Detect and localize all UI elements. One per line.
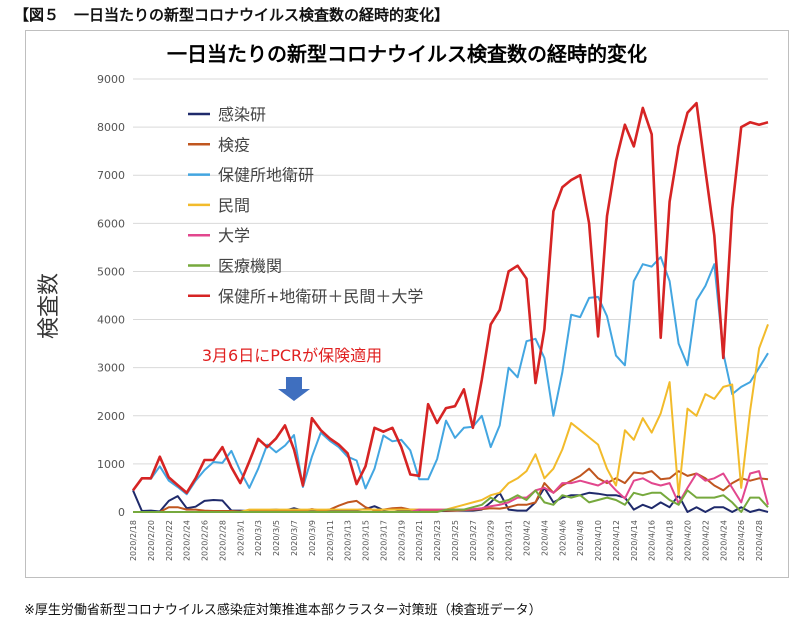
annotation-text: 3月6日にPCRが保険適用 — [202, 346, 382, 365]
y-tick-label: 8000 — [97, 121, 125, 134]
chart-title: 一日当たりの新型コロナウイルス検査数の経時的変化 — [167, 42, 647, 66]
series-line-5 — [133, 489, 769, 513]
x-tick-label: 2020/3/31 — [505, 520, 514, 561]
x-tick-label: 2020/2/18 — [129, 520, 138, 561]
x-tick-label: 2020/2/28 — [218, 520, 227, 561]
y-tick-label: 2000 — [97, 410, 125, 423]
x-tick-label: 2020/3/15 — [362, 520, 371, 561]
x-tick-label: 2020/3/29 — [487, 520, 496, 561]
x-tick-label: 2020/4/10 — [594, 520, 603, 561]
x-tick-label: 2020/4/24 — [719, 520, 728, 561]
y-tick-label: 4000 — [97, 314, 125, 327]
series-line-2 — [132, 256, 769, 496]
x-tick-label: 2020/3/25 — [451, 520, 460, 561]
x-tick-label: 2020/4/18 — [666, 520, 675, 561]
series-lines — [131, 101, 769, 513]
legend-label: 検疫 — [218, 135, 250, 154]
x-tick-label: 2020/3/19 — [397, 520, 406, 561]
grid — [133, 78, 768, 513]
legend-label: 民間 — [218, 196, 250, 215]
y-tick-labels: 0 1000 2000 3000 4000 5000 6000 7000 8000 9000 — [97, 73, 125, 519]
x-tick-label: 2020/3/5 — [272, 520, 281, 556]
x-tick-label: 2020/3/23 — [433, 520, 442, 561]
x-tick-label: 2020/4/4 — [540, 520, 549, 556]
legend-label: 保健所+地衛研＋民間＋大学 — [218, 287, 423, 306]
chart-frame: 一日当たりの新型コロナウイルス検査数の経時的変化 検査数 0 1000 2000 30… — [25, 30, 789, 578]
x-tick-label: 2020/2/26 — [201, 520, 210, 561]
x-tick-label: 2020/2/24 — [183, 520, 192, 561]
chart: 一日当たりの新型コロナウイルス検査数の経時的変化 検査数 0 1000 2000 30… — [37, 42, 769, 561]
annotation: 3月6日にPCRが保険適用 — [202, 346, 382, 401]
x-tick-label: 2020/3/9 — [308, 520, 317, 556]
x-tick-label: 2020/4/8 — [576, 520, 585, 556]
x-tick-label: 2020/4/22 — [701, 520, 710, 561]
x-tick-label: 2020/4/12 — [612, 520, 621, 561]
x-tick-label: 2020/3/11 — [326, 520, 335, 561]
y-tick-label: 7000 — [97, 169, 125, 182]
x-tick-label: 2020/3/17 — [379, 520, 388, 561]
legend-label: 感染研 — [218, 105, 266, 124]
x-tick-label: 2020/3/21 — [415, 520, 424, 561]
x-tick-labels: 2020/2/18 2020/2/20 2020/2/22 2020/2/24 2020… — [129, 520, 764, 561]
legend-label: 医療機関 — [218, 257, 282, 276]
x-tick-label: 2020/4/20 — [684, 520, 693, 561]
y-tick-label: 1000 — [97, 458, 125, 471]
y-tick-label: 6000 — [97, 217, 125, 230]
x-tick-label: 2020/3/27 — [469, 520, 478, 561]
source-note: ※厚生労働省新型コロナウイルス感染症対策推進本部クラスター対策班（検査班データ） — [24, 603, 542, 618]
y-tick-label: 5000 — [97, 265, 125, 278]
annotation-arrow — [277, 377, 310, 401]
y-axis-label: 検査数 — [37, 273, 62, 339]
legend-label: 保健所地衛研 — [218, 166, 314, 185]
y-tick-label: 9000 — [97, 73, 125, 86]
y-tick-label: 3000 — [97, 362, 125, 375]
x-tick-label: 2020/4/28 — [755, 520, 764, 561]
x-tick-label: 2020/3/13 — [344, 520, 353, 561]
legend-label: 大学 — [218, 226, 250, 245]
x-tick-label: 2020/4/2 — [523, 520, 532, 556]
x-tick-label: 2020/3/3 — [254, 520, 263, 556]
figure-caption: 【図５ 一日当たりの新型コロナウイルス検査数の経時的変化】 — [14, 6, 450, 24]
y-tick-label: 0 — [118, 506, 125, 519]
x-tick-label: 2020/4/26 — [737, 520, 746, 561]
x-tick-label: 2020/4/6 — [558, 520, 567, 556]
x-tick-label: 2020/2/20 — [147, 520, 156, 561]
series-line-6 — [131, 101, 769, 495]
x-tick-label: 2020/2/22 — [165, 520, 174, 561]
x-tick-label: 2020/3/7 — [290, 520, 299, 556]
x-tick-label: 2020/4/14 — [630, 520, 639, 561]
x-tick-label: 2020/3/1 — [236, 520, 245, 556]
x-tick-label: 2020/4/16 — [648, 520, 657, 561]
